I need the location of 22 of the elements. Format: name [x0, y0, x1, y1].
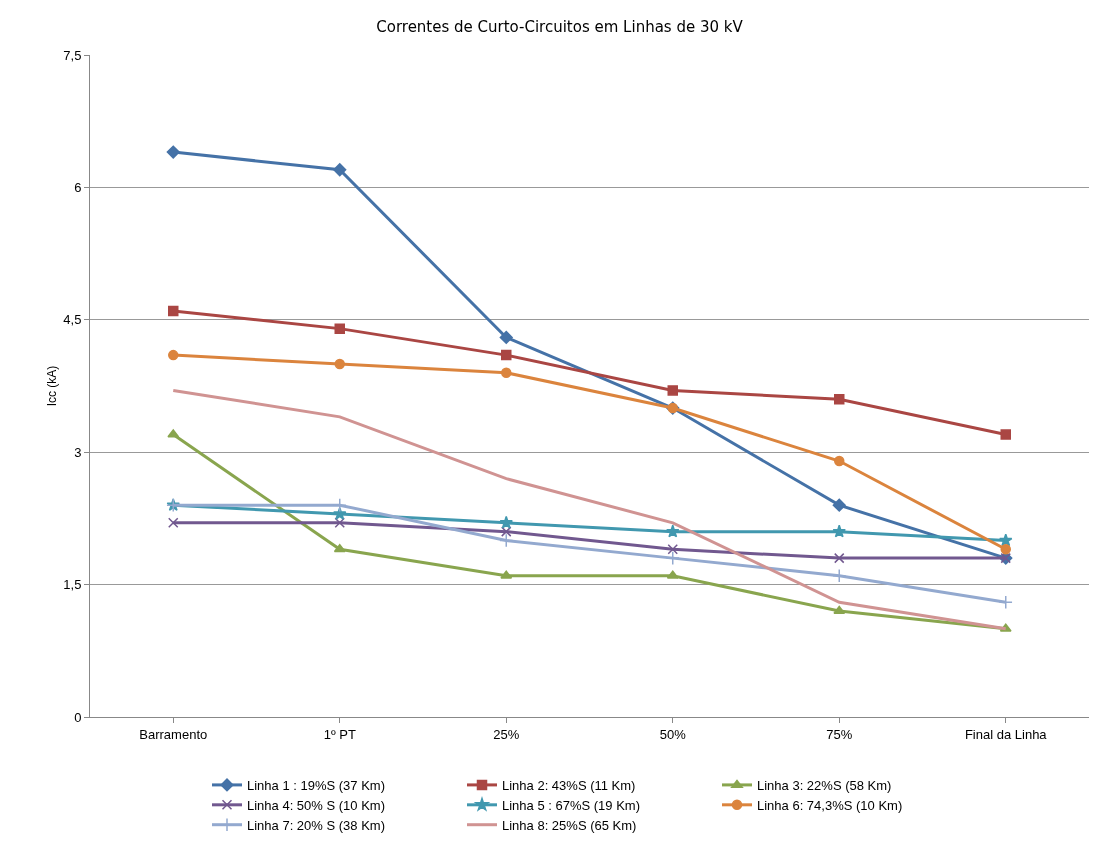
- legend-label: Linha 7: 20% S (38 Km): [247, 817, 386, 833]
- legend-label: Linha 1 : 19%S (37 Km): [247, 777, 386, 793]
- y-axis-title: Icc (kA): [45, 365, 59, 407]
- x-tick-label: Final da Linha: [964, 726, 1048, 742]
- y-tick-label: 4,5: [63, 312, 82, 328]
- y-tick-label: 6: [74, 179, 82, 195]
- legend-label: Linha 3: 22%S (58 Km): [757, 777, 892, 793]
- y-tick-label: 1,5: [63, 577, 82, 593]
- x-tick-label: 75%: [826, 726, 853, 742]
- legend-label: Linha 6: 74,3%S (10 Km): [757, 797, 903, 813]
- x-tick-label: Barramento: [139, 726, 208, 742]
- y-tick-label: 3: [74, 444, 82, 460]
- y-tick-label: 7,5: [63, 47, 82, 63]
- legend-label: Linha 5 : 67%S (19 Km): [502, 797, 641, 813]
- x-tick-label: 50%: [659, 726, 687, 742]
- y-tick-label: 0: [74, 709, 82, 725]
- legend-label: Linha 4: 50% S (10 Km): [247, 797, 386, 813]
- chart-title: Correntes de Curto-Circuitos em Linhas de 30 kV: [376, 17, 744, 36]
- legend-label: Linha 8: 25%S (65 Km): [502, 817, 637, 833]
- x-tick-label: 1º PT: [323, 726, 356, 742]
- x-tick-label: 25%: [493, 726, 520, 742]
- legend-label: Linha 2: 43%S (11 Km): [502, 777, 636, 793]
